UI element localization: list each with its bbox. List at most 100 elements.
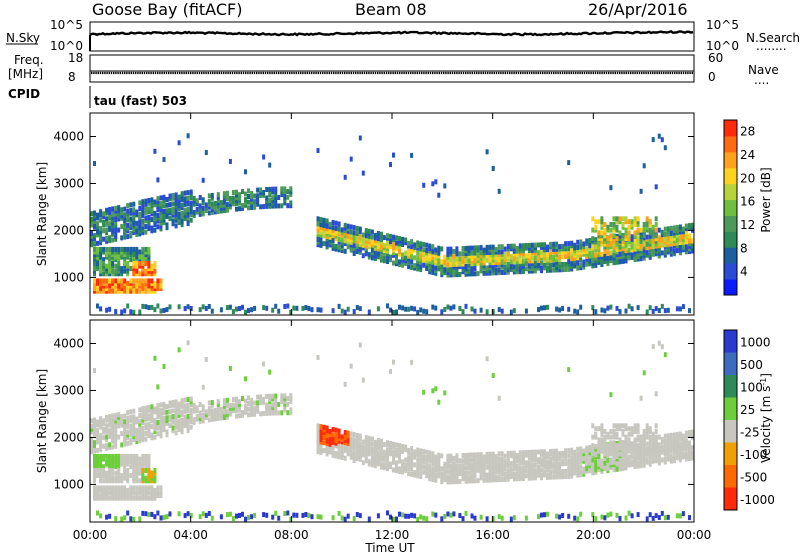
power-cell	[129, 208, 133, 213]
power-cell	[165, 213, 169, 219]
power-cell	[147, 305, 151, 311]
noise-right-dots: ........	[756, 39, 787, 53]
velocity-cell	[316, 446, 320, 452]
power-cell	[156, 198, 160, 204]
velocity-cell	[597, 448, 601, 454]
power-cell	[316, 216, 320, 222]
power-cell	[126, 208, 130, 214]
power-cell	[153, 268, 157, 274]
power-cell	[210, 204, 214, 210]
velocity-cell	[99, 419, 103, 424]
velocity-cell	[440, 453, 444, 459]
velocity-cell	[141, 411, 145, 417]
velocity-cell	[111, 495, 115, 501]
power-cell	[331, 243, 335, 249]
velocity-cell	[99, 433, 103, 439]
velocity-cell	[461, 473, 465, 479]
power-cell	[213, 201, 217, 206]
velocity-cell	[675, 450, 679, 455]
power-cell	[642, 222, 646, 227]
power-cell	[174, 217, 178, 223]
x-tick-label: 08:00	[274, 528, 309, 542]
x-tick-label: 12:00	[375, 528, 410, 542]
velocity-cell	[123, 464, 127, 470]
power-cell	[235, 192, 238, 198]
velocity-cell	[488, 477, 492, 483]
velocity-cell	[141, 510, 145, 516]
velocity-cell	[506, 474, 510, 480]
power-cell	[540, 242, 543, 248]
velocity-cell	[189, 419, 193, 425]
velocity-cell	[600, 458, 604, 464]
power-cell	[678, 306, 682, 312]
velocity-cell	[225, 414, 229, 420]
power-cell	[392, 242, 395, 248]
velocity-cell	[177, 421, 181, 427]
power-cell	[159, 226, 163, 232]
velocity-cell	[579, 451, 583, 457]
power-cell	[235, 195, 238, 201]
power-cell	[425, 255, 429, 261]
power-cell	[558, 267, 562, 273]
power-cell	[147, 206, 151, 212]
power-cell	[639, 230, 643, 236]
power-cell	[627, 303, 631, 309]
power-cell	[642, 241, 646, 247]
power-cell	[597, 247, 601, 252]
power-cell	[684, 233, 688, 239]
velocity-cell	[108, 419, 112, 425]
power-cell	[461, 264, 465, 270]
power-cell	[533, 265, 537, 271]
velocity-cell	[573, 515, 577, 521]
power-cell	[349, 237, 353, 243]
velocity-cell	[527, 465, 531, 471]
power-cell	[485, 265, 489, 271]
velocity-cell	[506, 461, 510, 467]
power-cell	[657, 253, 661, 259]
power-cell	[126, 217, 130, 223]
velocity-cell	[201, 511, 205, 517]
velocity-cell	[144, 422, 148, 428]
power-cell	[379, 244, 383, 250]
velocity-cell	[117, 468, 121, 473]
velocity-cell	[141, 493, 145, 499]
power-cell	[361, 237, 365, 243]
power-cell	[524, 253, 528, 259]
power-cell	[153, 286, 157, 292]
velocity-cell	[150, 404, 154, 410]
velocity-cell	[114, 495, 118, 501]
velocity-cell	[654, 455, 658, 461]
velocity-cell	[615, 451, 619, 457]
power-cell	[111, 288, 115, 294]
power-cell	[684, 236, 688, 242]
velocity-cell	[660, 449, 664, 455]
velocity-cell	[651, 431, 655, 437]
velocity-cell	[262, 411, 266, 417]
power-cell	[186, 215, 190, 221]
power-cell	[389, 236, 392, 242]
power-cell	[576, 245, 580, 250]
velocity-cell	[238, 413, 241, 419]
power-cell	[144, 215, 148, 221]
velocity-cell	[102, 485, 106, 491]
power-cell	[422, 308, 426, 314]
power-cell	[467, 269, 471, 274]
velocity-cell	[337, 444, 341, 449]
velocity-cell	[648, 437, 652, 443]
power-cell	[364, 246, 368, 252]
power-cell	[546, 260, 549, 266]
power-cell	[482, 252, 486, 258]
power-cell	[247, 188, 250, 194]
velocity-cell	[340, 449, 344, 455]
velocity-cell	[648, 445, 652, 451]
velocity-cell	[555, 474, 559, 480]
velocity-cell	[183, 417, 187, 423]
velocity-cell	[120, 431, 124, 437]
velocity-cell	[573, 462, 577, 468]
power-cell	[618, 219, 622, 225]
power-cell	[120, 266, 124, 272]
velocity-cell	[370, 454, 374, 460]
velocity-cell	[645, 423, 649, 429]
power-cell	[153, 210, 157, 216]
power-cell	[126, 286, 130, 292]
